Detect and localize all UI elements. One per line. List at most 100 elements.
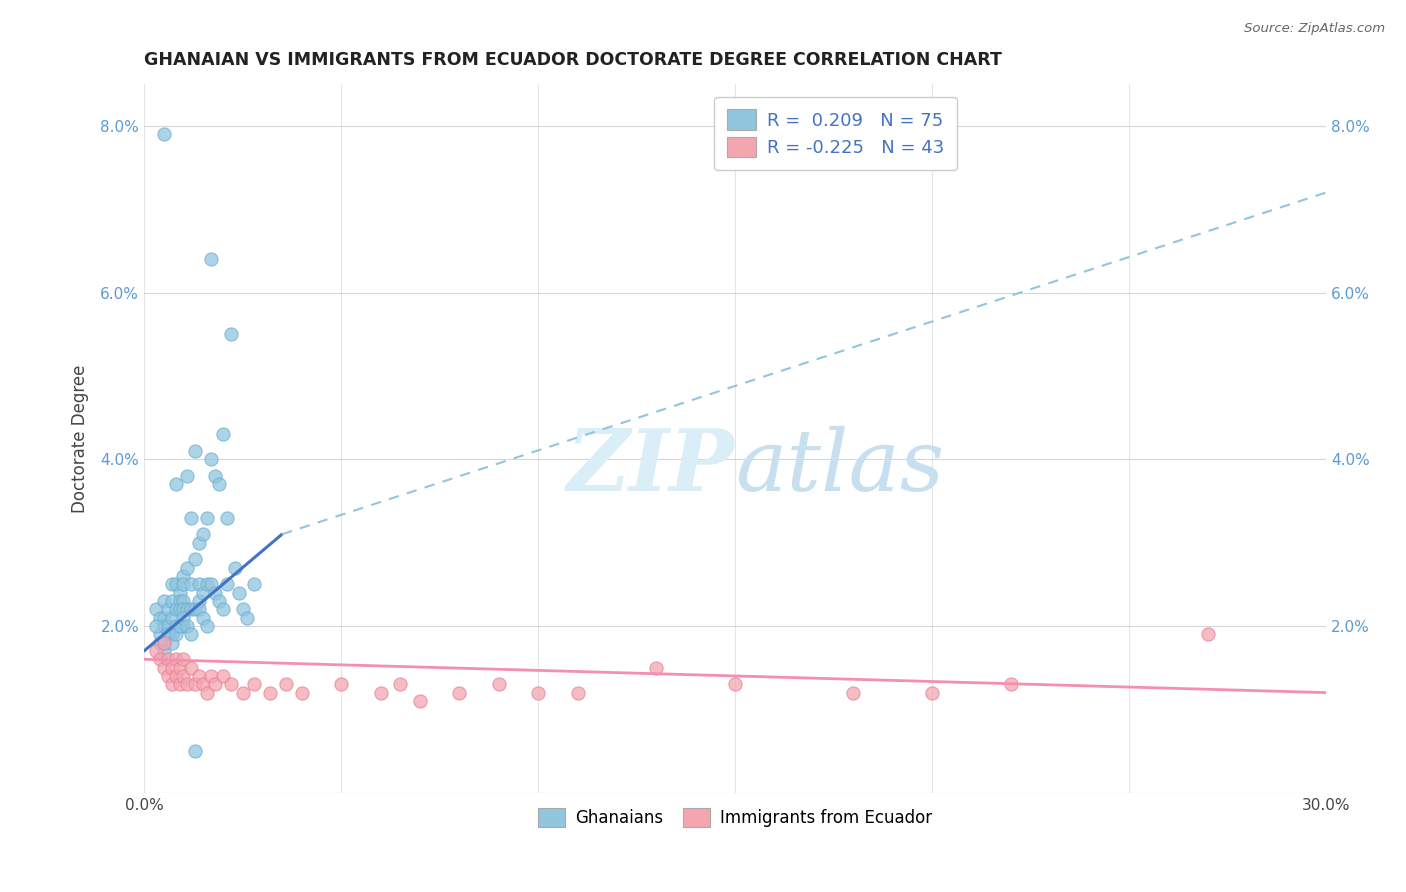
Point <box>149 652 172 666</box>
Point <box>152 619 174 633</box>
Point <box>215 577 238 591</box>
Point <box>188 535 211 549</box>
Point <box>176 469 198 483</box>
Point <box>208 477 231 491</box>
Point <box>173 619 195 633</box>
Point <box>488 677 510 691</box>
Point <box>160 594 183 608</box>
Point <box>165 577 187 591</box>
Point <box>180 660 202 674</box>
Point <box>184 677 207 691</box>
Point <box>145 644 167 658</box>
Point <box>184 552 207 566</box>
Point <box>169 602 191 616</box>
Point <box>176 560 198 574</box>
Point <box>160 635 183 649</box>
Point <box>165 602 187 616</box>
Point <box>176 602 198 616</box>
Point <box>176 677 198 691</box>
Point <box>169 660 191 674</box>
Point <box>160 627 183 641</box>
Point <box>215 510 238 524</box>
Point <box>149 627 172 641</box>
Point <box>169 619 191 633</box>
Point <box>188 602 211 616</box>
Point <box>193 585 215 599</box>
Text: ZIP: ZIP <box>567 425 735 508</box>
Point <box>527 685 550 699</box>
Point <box>149 610 172 624</box>
Point <box>180 602 202 616</box>
Text: Source: ZipAtlas.com: Source: ZipAtlas.com <box>1244 22 1385 36</box>
Point <box>1000 677 1022 691</box>
Point <box>1197 627 1219 641</box>
Point <box>184 443 207 458</box>
Point <box>145 619 167 633</box>
Point <box>173 610 195 624</box>
Point <box>330 677 353 691</box>
Point <box>921 685 943 699</box>
Point <box>724 677 747 691</box>
Point <box>173 594 195 608</box>
Point <box>243 577 266 591</box>
Point <box>389 677 412 691</box>
Legend: Ghanaians, Immigrants from Ecuador: Ghanaians, Immigrants from Ecuador <box>531 801 939 834</box>
Point <box>235 610 257 624</box>
Point <box>160 577 183 591</box>
Y-axis label: Doctorate Degree: Doctorate Degree <box>72 364 89 513</box>
Point <box>165 477 187 491</box>
Point <box>173 602 195 616</box>
Point <box>169 585 191 599</box>
Point <box>156 619 179 633</box>
Point <box>160 660 183 674</box>
Point <box>152 635 174 649</box>
Point <box>193 527 215 541</box>
Point <box>567 685 589 699</box>
Point <box>224 560 246 574</box>
Point <box>232 602 254 616</box>
Point <box>156 627 179 641</box>
Point <box>274 677 297 691</box>
Point <box>188 577 211 591</box>
Point <box>145 602 167 616</box>
Point <box>259 685 281 699</box>
Point <box>152 635 174 649</box>
Point <box>165 669 187 683</box>
Point <box>204 469 226 483</box>
Point <box>208 594 231 608</box>
Point <box>212 602 235 616</box>
Point <box>291 685 314 699</box>
Point <box>160 677 183 691</box>
Point <box>180 510 202 524</box>
Point <box>219 327 242 342</box>
Text: atlas: atlas <box>735 425 945 508</box>
Point <box>160 610 183 624</box>
Point <box>409 694 432 708</box>
Point <box>449 685 471 699</box>
Point <box>169 619 191 633</box>
Point <box>180 577 202 591</box>
Point <box>156 652 179 666</box>
Point <box>200 252 222 267</box>
Point <box>173 652 195 666</box>
Point <box>152 127 174 141</box>
Point <box>200 577 222 591</box>
Point <box>188 594 211 608</box>
Point <box>169 677 191 691</box>
Point <box>195 685 218 699</box>
Point <box>165 627 187 641</box>
Point <box>152 594 174 608</box>
Point <box>184 744 207 758</box>
Point <box>200 452 222 467</box>
Point <box>173 569 195 583</box>
Point <box>156 602 179 616</box>
Point <box>370 685 392 699</box>
Point <box>173 669 195 683</box>
Point <box>193 677 215 691</box>
Point <box>228 585 250 599</box>
Point <box>173 577 195 591</box>
Point <box>165 652 187 666</box>
Point <box>243 677 266 691</box>
Point <box>149 635 172 649</box>
Point <box>195 577 218 591</box>
